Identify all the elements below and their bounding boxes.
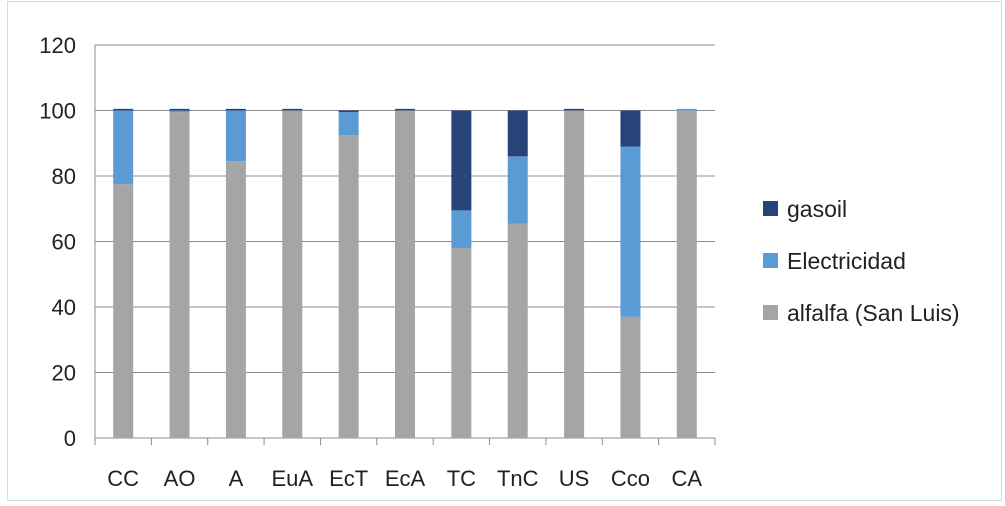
legend-label-1: Electricidad: [787, 248, 906, 274]
bar-A-electricidad: [225, 110, 246, 162]
bar-TnC-alfalfa-san-luis-: [507, 223, 528, 438]
bar-AO-electricidad: [169, 110, 190, 113]
bar-CC-gasoil: [113, 108, 134, 111]
bar-EuA-alfalfa-san-luis-: [282, 110, 303, 438]
x-tick-label-CA: CA: [672, 466, 703, 491]
bar-US-gasoil: [564, 108, 585, 111]
y-tick-label-80: 80: [52, 164, 76, 189]
bar-A-alfalfa-san-luis-: [225, 161, 246, 438]
legend-swatch-2: [763, 305, 778, 320]
bar-Cco-alfalfa-san-luis-: [620, 316, 641, 438]
legend-label-2: alfalfa (San Luis): [787, 300, 960, 326]
bar-TC-gasoil: [451, 110, 472, 211]
bar-Cco-gasoil: [620, 110, 641, 147]
x-tick-label-TnC: TnC: [497, 466, 539, 491]
x-tick-label-US: US: [559, 466, 590, 491]
bar-TC-alfalfa-san-luis-: [451, 248, 472, 438]
bar-EcT-electricidad: [338, 112, 359, 136]
x-tick-label-CC: CC: [107, 466, 139, 491]
x-tick-label-TC: TC: [447, 466, 476, 491]
bar-EcT-gasoil: [338, 110, 359, 113]
x-tick-label-EcT: EcT: [329, 466, 368, 491]
chart-frame: [7, 1, 1002, 501]
y-tick-label-100: 100: [39, 99, 76, 124]
bar-Cco-electricidad: [620, 146, 641, 317]
bar-EcT-alfalfa-san-luis-: [338, 135, 359, 438]
bar-CC-alfalfa-san-luis-: [113, 184, 134, 438]
bar-TnC-electricidad: [507, 156, 528, 224]
x-tick-label-A: A: [229, 466, 244, 491]
bar-CA-alfalfa-san-luis-: [676, 110, 697, 438]
bar-CC-electricidad: [113, 110, 134, 185]
x-tick-label-AO: AO: [164, 466, 196, 491]
y-tick-label-40: 40: [52, 295, 76, 320]
x-tick-label-EuA: EuA: [271, 466, 313, 491]
bar-AO-gasoil: [169, 108, 190, 111]
bar-TC-electricidad: [451, 210, 472, 249]
y-tick-label-60: 60: [52, 230, 76, 255]
bar-EcA-alfalfa-san-luis-: [395, 110, 415, 438]
legend-swatch-0: [763, 201, 778, 216]
x-tick-label-Cco: Cco: [611, 466, 650, 491]
bar-CA-electricidad: [676, 108, 697, 111]
y-tick-label-20: 20: [52, 361, 76, 386]
bar-AO-alfalfa-san-luis-: [169, 112, 190, 438]
y-tick-label-120: 120: [39, 33, 76, 58]
bar-A-gasoil: [225, 108, 246, 111]
bar-EcA-gasoil: [395, 108, 415, 111]
bar-TnC-gasoil: [507, 110, 528, 157]
legend-label-0: gasoil: [787, 196, 847, 222]
bar-US-alfalfa-san-luis-: [564, 110, 585, 438]
legend-swatch-1: [763, 253, 778, 268]
y-tick-label-0: 0: [64, 426, 76, 451]
x-tick-label-EcA: EcA: [385, 466, 426, 491]
bar-EuA-gasoil: [282, 108, 303, 111]
